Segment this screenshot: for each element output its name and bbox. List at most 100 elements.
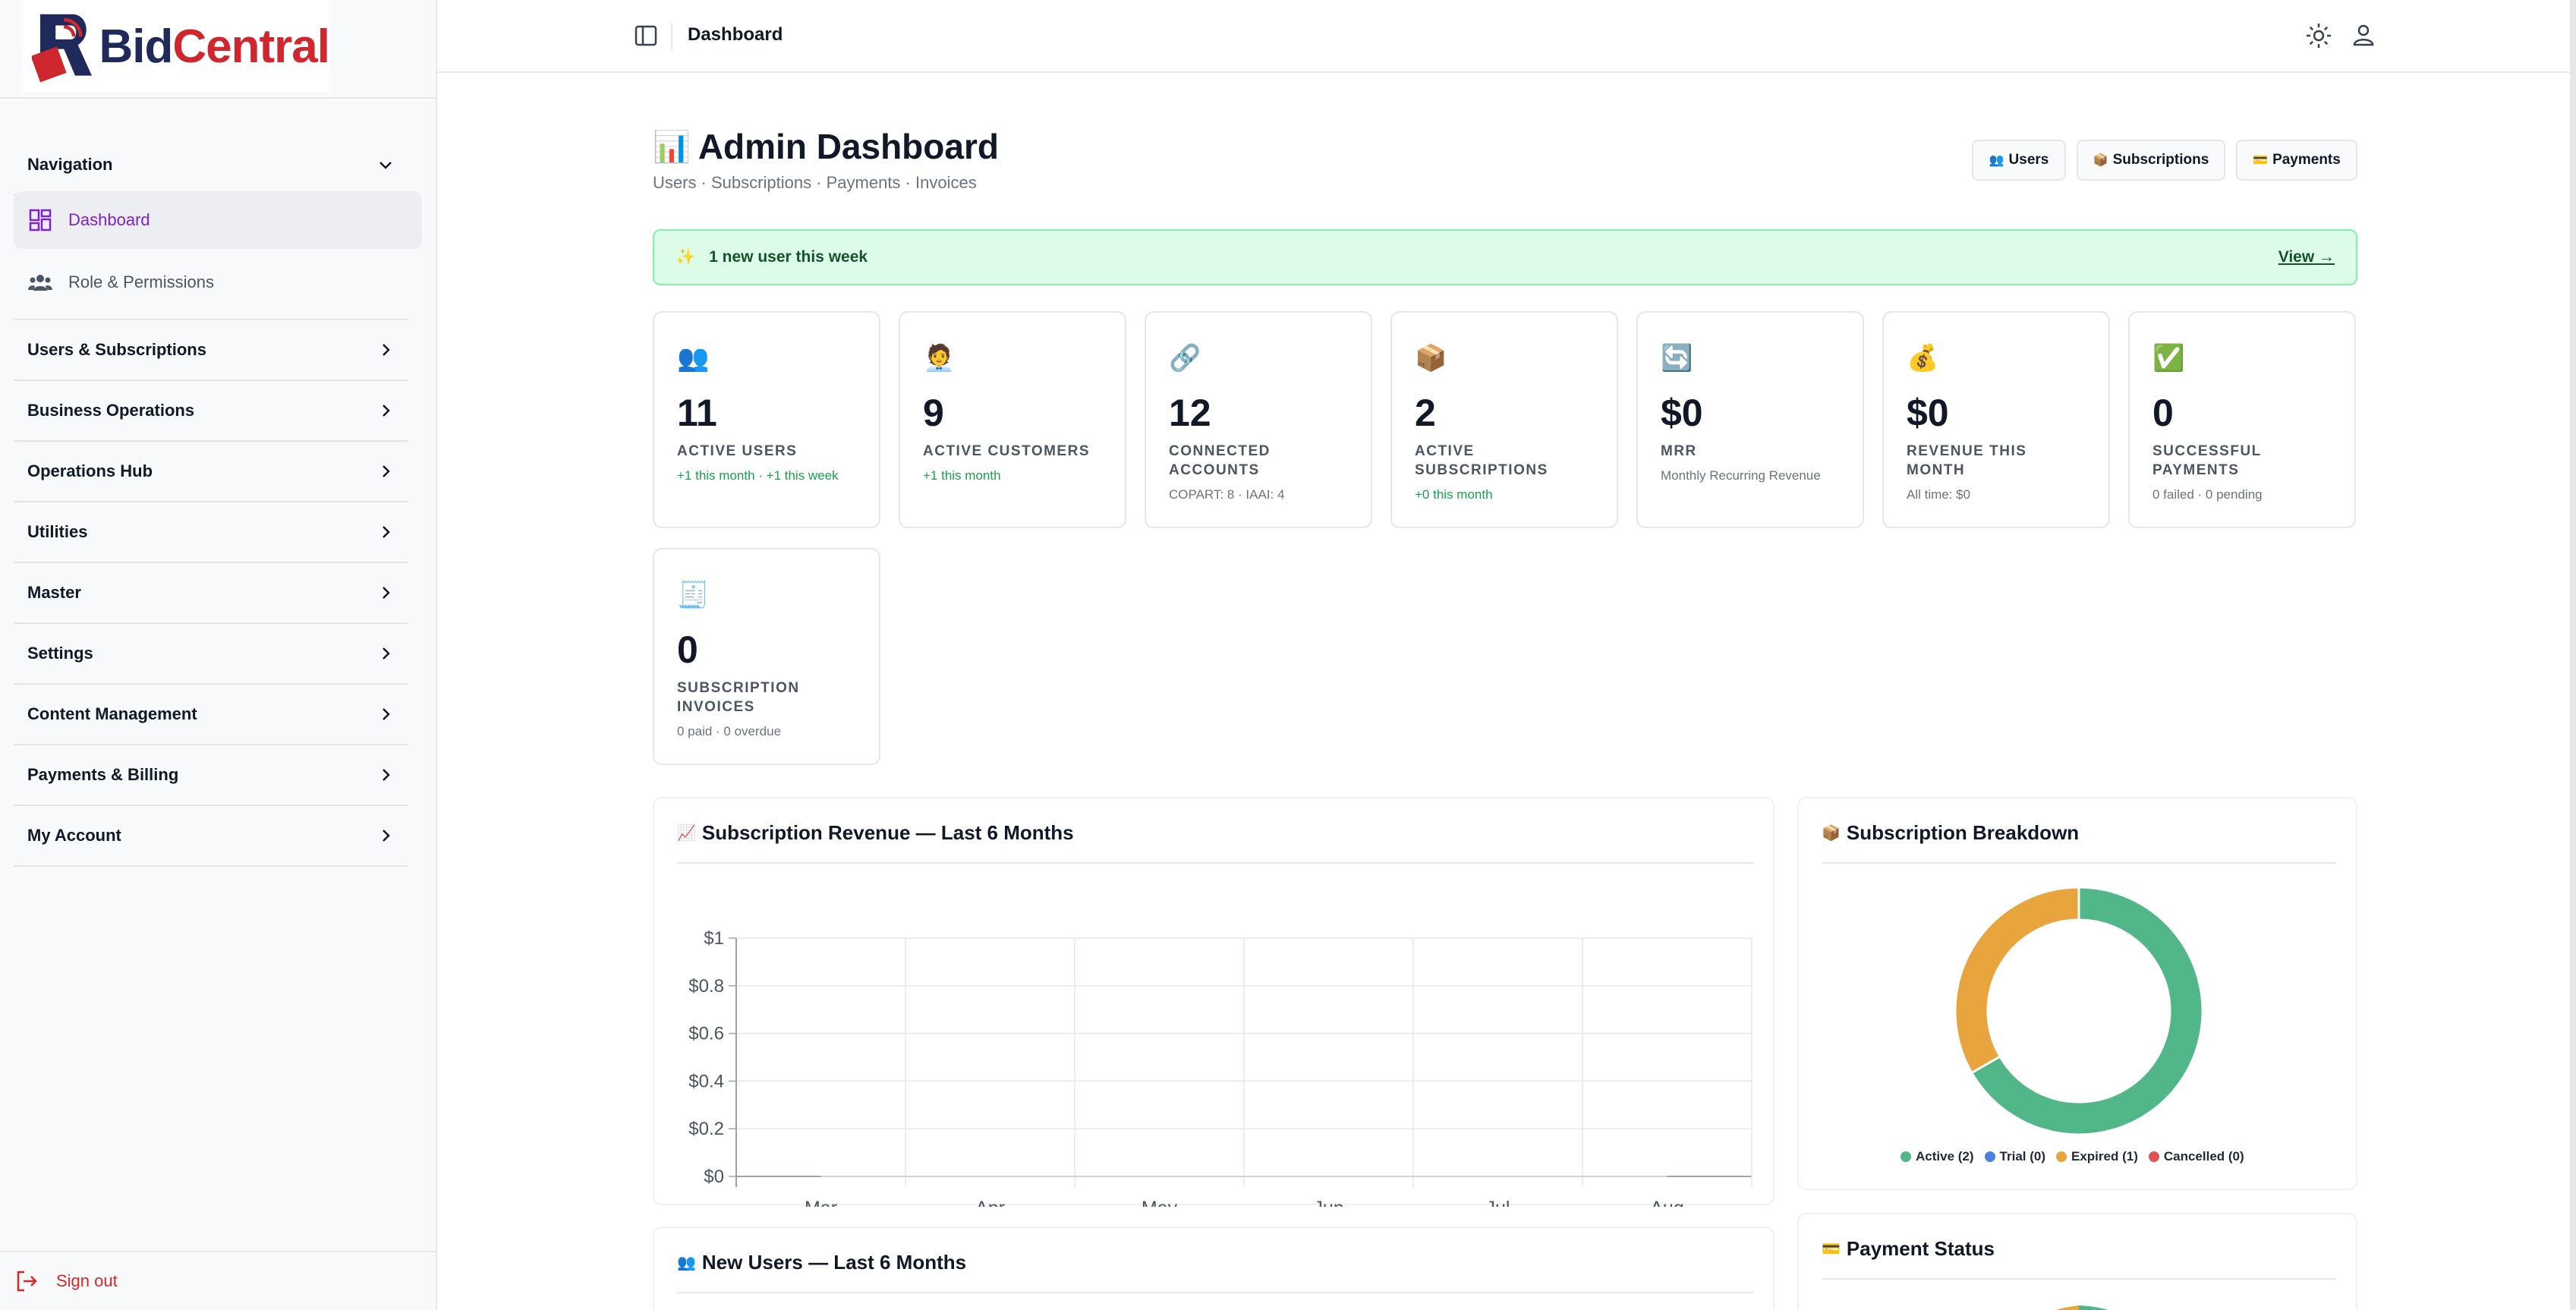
nav-section-settings[interactable]: Settings <box>14 624 408 685</box>
divider <box>0 97 437 99</box>
stat-subtext: 0 paid · 0 overdue <box>677 724 782 738</box>
nav-section-my-account[interactable]: My Account <box>14 806 408 867</box>
stat-subtext: Monthly Recurring Revenue <box>1661 468 1821 483</box>
divider <box>671 23 672 50</box>
nav-section-utilities[interactable]: Utilities <box>14 502 408 563</box>
divider <box>677 862 1753 864</box>
people-group-icon <box>28 275 52 291</box>
topbar: Dashboard <box>437 0 2576 73</box>
divider <box>677 1292 1753 1293</box>
users-button[interactable]: 👥 Users <box>1972 140 2066 181</box>
legend-label: Expired (1) <box>2071 1149 2138 1164</box>
chevron-down-icon <box>379 162 392 169</box>
bidcentral-logo-icon <box>32 14 93 83</box>
stat-label: SUBSCRIPTION INVOICES <box>677 680 800 715</box>
nav-section-payments-billing[interactable]: Payments & Billing <box>14 745 408 806</box>
new-users-banner: ✨ 1 new user this week View → <box>653 229 2357 285</box>
stat-card-connected-accounts[interactable]: 🔗 12 CONNECTED ACCOUNTS COPART: 8 · IAAI: 4 <box>1145 311 1372 528</box>
sidebar-toggle-icon[interactable] <box>633 23 659 49</box>
stat-label: REVENUE THIS MONTH <box>1907 443 2027 478</box>
credit-card-icon: 💳 <box>1822 1241 1841 1258</box>
legend-item-active[interactable]: Active (2) <box>1901 1149 1974 1164</box>
stat-value: 9 <box>923 392 944 434</box>
nav-section-label: Master <box>27 583 81 602</box>
donut-slice-expired[interactable] <box>1954 886 2080 1075</box>
stat-label: MRR <box>1661 443 1697 459</box>
nav-section-navigation[interactable]: Navigation <box>14 135 408 196</box>
x-tick-label: May <box>1142 1198 1178 1207</box>
legend-label: Active (2) <box>1916 1149 1974 1164</box>
payments-button-label: Payments <box>2272 152 2341 168</box>
divider <box>14 319 408 320</box>
payments-button[interactable]: 💳 Payments <box>2236 140 2357 181</box>
x-tick-label: Jul <box>1486 1198 1510 1207</box>
signout-label: Sign out <box>56 1271 118 1290</box>
nav-section-master[interactable]: Master <box>14 563 408 624</box>
sparkles-icon: ✨ <box>675 248 696 266</box>
chart-legend: Active (2) Trial (0) Expired (1) Cancelled … <box>1901 1149 2244 1164</box>
users-button-label: Users <box>2008 152 2049 168</box>
signout-button[interactable]: Sign out <box>14 1257 118 1305</box>
y-tick-label: $0.2 <box>688 1119 724 1139</box>
legend-item-expired[interactable]: Expired (1) <box>2056 1149 2138 1164</box>
chevron-right-icon <box>383 708 390 720</box>
stat-card-successful-payments[interactable]: ✅ 0 SUCCESSFUL PAYMENTS 0 failed · 0 pendin… <box>2128 311 2356 528</box>
legend-swatch <box>1901 1151 1911 1162</box>
people-icon: 👥 <box>677 1255 696 1271</box>
package-icon: 📦 <box>2093 154 2108 167</box>
package-icon: 📦 <box>1822 825 1841 842</box>
sidebar: BidCentral Navigation Dashboard Role & P… <box>0 0 437 1310</box>
stat-label: ACTIVE SUBSCRIPTIONS <box>1415 443 1548 478</box>
revenue-chart-panel: 📈 Subscription Revenue — Last 6 Months $… <box>653 797 1775 1207</box>
x-tick-label: Aug <box>1650 1198 1683 1207</box>
sidebar-item-dashboard[interactable]: Dashboard <box>14 191 422 249</box>
divider <box>1822 1278 2336 1280</box>
brand-logo[interactable]: BidCentral <box>23 0 330 93</box>
x-tick-label: Jun <box>1313 1198 1343 1207</box>
stat-card-active-users[interactable]: 👥 11 ACTIVE USERS +1 this month · +1 this w… <box>653 311 880 528</box>
stat-card-mrr[interactable]: 🔄 $0 MRR Monthly Recurring Revenue <box>1636 311 1864 528</box>
chevron-right-icon <box>383 587 390 599</box>
nav-section-operations-hub[interactable]: Operations Hub <box>14 442 408 502</box>
stat-subtext: All time: $0 <box>1907 487 1971 502</box>
link-icon: 🔗 <box>1169 344 1201 373</box>
y-tick-label: $0 <box>704 1167 724 1187</box>
stat-card-subscription-invoices[interactable]: 🧾 0 SUBSCRIPTION INVOICES 0 paid · 0 overdu… <box>653 548 880 765</box>
legend-item-cancelled[interactable]: Cancelled (0) <box>2148 1149 2244 1164</box>
stat-card-revenue-this-month[interactable]: 💰 $0 REVENUE THIS MONTH All time: $0 <box>1882 311 2110 528</box>
chevron-right-icon <box>383 405 390 417</box>
nav-section-label: Operations Hub <box>27 461 153 480</box>
subscriptions-button[interactable]: 📦 Subscriptions <box>2077 140 2225 181</box>
stat-subtext: +1 this month <box>923 468 1001 483</box>
sidebar-item-role-permissions[interactable]: Role & Permissions <box>14 253 422 311</box>
nav-section-business-operations[interactable]: Business Operations <box>14 381 408 442</box>
stat-value: $0 <box>1907 392 1949 434</box>
stat-label: ACTIVE CUSTOMERS <box>923 443 1091 459</box>
theme-sun-icon[interactable] <box>2304 21 2333 50</box>
credit-card-icon: 💳 <box>2253 154 2269 167</box>
stat-value: 12 <box>1169 392 1211 434</box>
revenue-line-chart: $0 $0.2 $0.4 $0.6 $0.8 $1 Mar Apr May Jun Jul Aug <box>688 928 1752 1207</box>
breadcrumb-title: Dashboard <box>688 24 783 45</box>
page-title-text: Admin Dashboard <box>698 127 999 166</box>
business-person-icon: 🧑‍💼 <box>923 344 956 373</box>
banner-view-link[interactable]: View → <box>2278 248 2335 266</box>
legend-swatch <box>2056 1151 2067 1162</box>
chevron-right-icon <box>383 526 390 538</box>
stat-card-active-customers[interactable]: 🧑‍💼 9 ACTIVE CUSTOMERS +1 this month <box>899 311 1126 528</box>
divider <box>0 1251 437 1252</box>
nav-section-content-management[interactable]: Content Management <box>14 685 408 745</box>
money-bag-icon: 💰 <box>1907 344 1939 373</box>
legend-item-trial[interactable]: Trial (0) <box>1984 1149 2045 1164</box>
nav-section-users-subscriptions[interactable]: Users & Subscriptions <box>14 320 408 381</box>
stat-label: CONNECTED ACCOUNTS <box>1169 443 1271 478</box>
sidebar-item-label: Dashboard <box>68 210 150 229</box>
donut-slice-active[interactable] <box>1970 886 2204 1136</box>
stat-card-active-subscriptions[interactable]: 📦 2 ACTIVE SUBSCRIPTIONS +0 this month <box>1390 311 1618 528</box>
stat-value: 11 <box>677 392 717 434</box>
panel-title: Subscription Breakdown <box>1846 821 2080 844</box>
panel-title: New Users — Last 6 Months <box>701 1251 967 1274</box>
scrollbar[interactable] <box>2570 0 2576 1310</box>
logout-icon <box>17 1271 37 1292</box>
user-profile-icon[interactable] <box>2350 21 2377 49</box>
